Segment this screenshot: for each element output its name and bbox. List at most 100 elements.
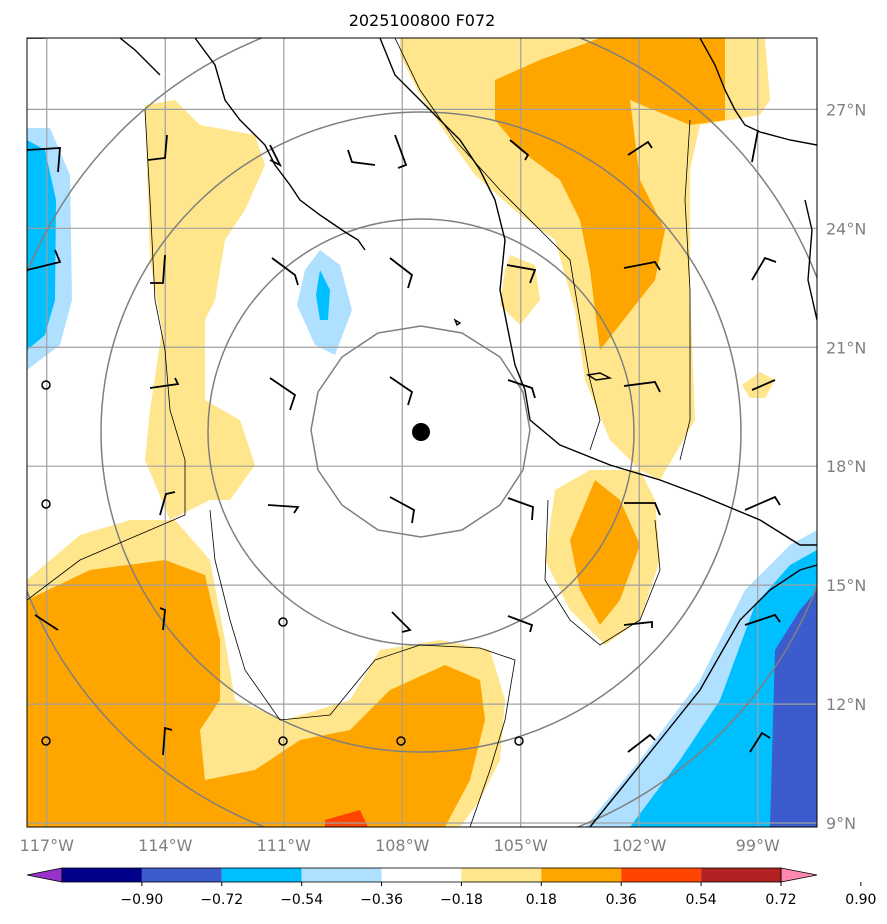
wind-barb xyxy=(506,264,537,284)
wind-barb xyxy=(509,139,530,161)
colorbar-tick-label: −0.18 xyxy=(440,892,483,908)
wind-barb xyxy=(389,376,414,406)
positive-region-southwest-core xyxy=(27,560,485,827)
wind-barb xyxy=(744,495,781,511)
x-tick-label: 111°W xyxy=(257,836,312,855)
contour-north xyxy=(394,38,601,451)
station-calm-4 xyxy=(41,736,51,746)
wind-barb xyxy=(751,379,776,391)
negative-patch-central-core xyxy=(316,270,330,320)
y-tick-label: 12°N xyxy=(826,695,866,714)
colorbar-segment xyxy=(541,868,622,882)
colorbar-extend-high xyxy=(780,867,818,883)
range-ring-1 xyxy=(310,325,531,538)
coastline-islet xyxy=(453,318,462,327)
colorbar-outline xyxy=(61,867,782,883)
y-tick-label: 15°N xyxy=(826,576,866,595)
y-tick-label: 21°N xyxy=(826,338,866,357)
x-tick-label: 99°W xyxy=(736,836,780,855)
coastline-se-shore xyxy=(589,564,817,827)
wind-barb xyxy=(27,249,62,271)
wind-barb xyxy=(267,504,300,514)
wind-barb xyxy=(623,260,661,271)
graticule xyxy=(27,38,817,827)
positive-region-north xyxy=(400,38,770,480)
colorbar-tick-label: −0.54 xyxy=(280,892,323,908)
colorbar-tick-label: 0.18 xyxy=(526,892,557,908)
colorbar-tick-label: −0.36 xyxy=(360,892,403,908)
wind-barb xyxy=(749,731,771,753)
y-tick-label: 24°N xyxy=(826,219,866,238)
colorbar-tick-label: 0.72 xyxy=(765,892,796,908)
storm-center-marker xyxy=(412,423,430,441)
station-calm-7 xyxy=(514,736,524,746)
coastline-east xyxy=(804,199,817,321)
range-ring-3 xyxy=(100,111,742,753)
negative-region-southeast-core xyxy=(770,590,817,827)
wind-barb xyxy=(394,134,408,169)
x-tick-label: 102°W xyxy=(612,836,667,855)
coastline-island xyxy=(586,372,613,381)
wind-barb xyxy=(389,257,414,289)
station-calm-5 xyxy=(278,736,288,746)
map-frame xyxy=(26,37,818,828)
wind-barb xyxy=(271,257,299,286)
wind-barb xyxy=(507,497,534,521)
negative-region-west-core xyxy=(27,140,56,350)
wind-barb xyxy=(150,254,166,284)
positive-patch-coast xyxy=(500,255,540,325)
wind-barb xyxy=(162,726,173,756)
colorbar-tick-label: 0.54 xyxy=(686,892,717,908)
station-calm-6 xyxy=(396,736,406,746)
colorbar-segment xyxy=(381,868,462,882)
x-tick-label: 114°W xyxy=(138,836,193,855)
wind-barb xyxy=(627,733,656,753)
station-calm-3 xyxy=(278,617,288,627)
wind-barb xyxy=(623,620,653,628)
coastline-northwest xyxy=(27,38,161,76)
y-tick-label: 18°N xyxy=(826,457,866,476)
wind-barb xyxy=(269,144,283,168)
colorbar-tick-label: −0.90 xyxy=(120,892,163,908)
contour-south-central xyxy=(544,499,661,646)
station-calm-1 xyxy=(41,380,51,390)
colorbar-tick-label: 0.90 xyxy=(845,892,876,908)
wind-barb xyxy=(149,377,180,389)
x-tick-label: 105°W xyxy=(494,836,549,855)
wind-barb xyxy=(27,147,61,173)
colorbar-segment xyxy=(141,868,222,882)
positive-band-west xyxy=(145,100,265,520)
wind-barbs xyxy=(27,129,781,756)
x-axis-ticks: 117°W 114°W 111°W 108°W 105°W 102°W 99°W xyxy=(20,836,780,855)
wind-barb xyxy=(159,491,176,516)
colorbar-tick-label: −0.72 xyxy=(200,892,243,908)
contour-north-east xyxy=(679,119,691,461)
positive-region-south-central-core xyxy=(570,480,640,625)
wind-barb xyxy=(744,613,781,626)
coastline-gulf-east xyxy=(699,38,817,146)
colorbar-segment xyxy=(621,868,702,882)
colorbar-segment xyxy=(461,868,542,882)
colorbar-segment xyxy=(221,868,302,882)
contour-lines xyxy=(27,38,691,827)
map-area xyxy=(27,38,817,827)
station-circles xyxy=(41,380,524,746)
positive-patch-east xyxy=(742,372,775,398)
x-tick-label: 108°W xyxy=(375,836,430,855)
contour-southwest xyxy=(209,509,516,827)
wind-barb xyxy=(627,140,653,156)
wind-barb xyxy=(751,129,759,163)
x-tick-label: 117°W xyxy=(20,836,75,855)
colorbar-segment xyxy=(301,868,382,882)
wind-barb xyxy=(389,496,415,524)
colorbar-tick-label: 0.36 xyxy=(606,892,637,908)
colorbar-segment xyxy=(701,868,781,882)
wind-barb xyxy=(507,615,534,633)
colorbar-extend-low xyxy=(26,867,63,883)
negative-region-southeast-mid xyxy=(630,550,817,827)
y-axis-ticks: 9°N 12°N 15°N 18°N 21°N 24°N 27°N xyxy=(826,100,866,833)
coastline-baja xyxy=(194,38,366,251)
wind-barb xyxy=(34,614,59,631)
wind-barb xyxy=(347,149,376,166)
